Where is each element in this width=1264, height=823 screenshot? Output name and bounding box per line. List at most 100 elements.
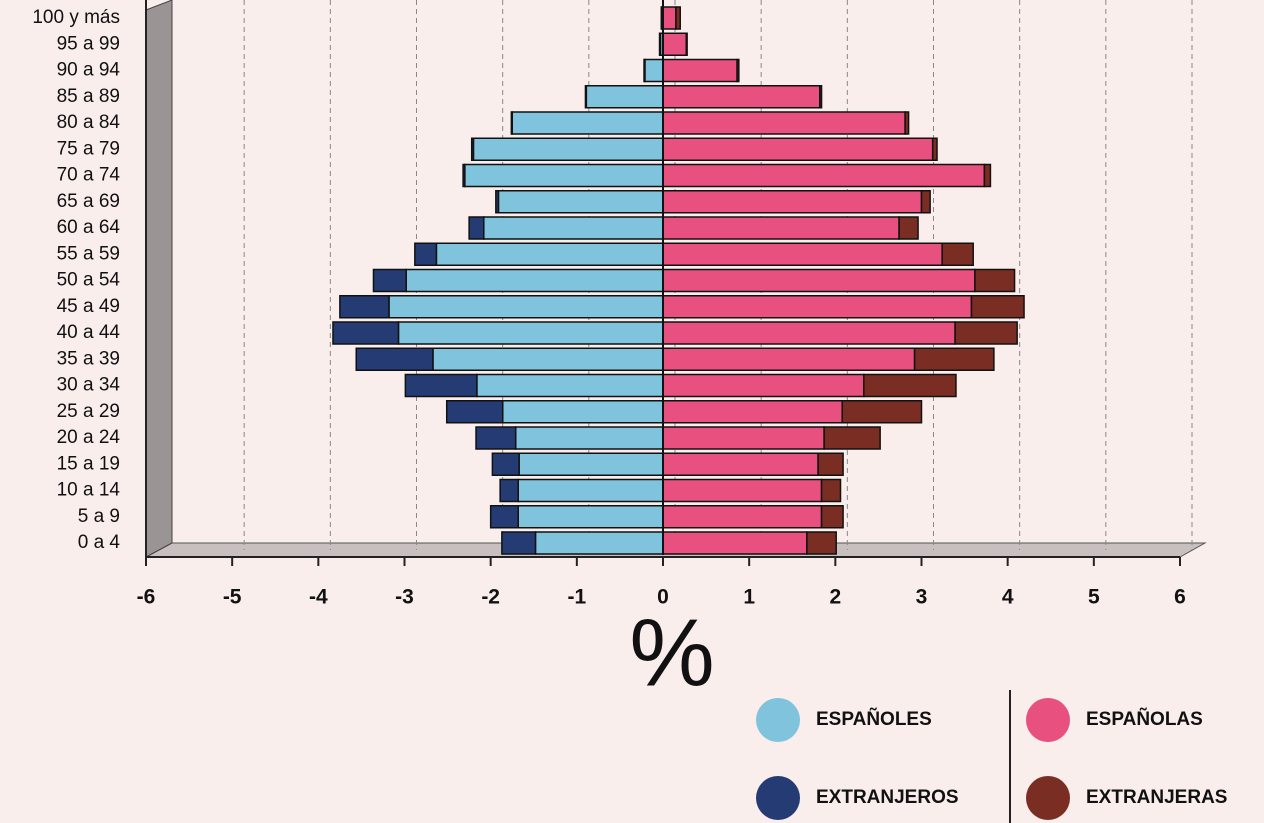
legend-label: EXTRANJERAS bbox=[1086, 787, 1227, 808]
bar bbox=[388, 295, 664, 319]
bar bbox=[495, 190, 500, 214]
x-tick-label: -1 bbox=[567, 586, 586, 609]
bar bbox=[662, 32, 688, 56]
y-tick-label: 85 a 89 bbox=[57, 86, 120, 107]
legend-label: ESPAÑOLES bbox=[816, 708, 932, 730]
bar bbox=[355, 347, 434, 371]
bar bbox=[983, 163, 992, 188]
x-tick-label: 5 bbox=[1088, 586, 1100, 609]
bar bbox=[931, 137, 938, 161]
y-tick-label: 25 a 29 bbox=[57, 401, 120, 422]
bar bbox=[468, 216, 485, 240]
bar bbox=[736, 58, 740, 83]
x-tick-label: -5 bbox=[223, 586, 242, 609]
bar bbox=[372, 268, 407, 293]
bar bbox=[470, 137, 475, 161]
bar bbox=[904, 111, 910, 135]
bar bbox=[332, 321, 400, 345]
bar bbox=[662, 373, 865, 398]
y-tick-label: 90 a 94 bbox=[57, 60, 121, 81]
legend-swatch bbox=[1026, 776, 1070, 820]
y-tick-label: 5 a 9 bbox=[78, 506, 120, 527]
bar bbox=[662, 242, 943, 266]
bar bbox=[970, 295, 1025, 319]
x-tick-label: 0 bbox=[657, 586, 669, 609]
bar bbox=[817, 452, 844, 476]
bar bbox=[662, 452, 819, 476]
bar bbox=[501, 531, 537, 555]
bar bbox=[819, 85, 823, 109]
x-tick-label: -6 bbox=[137, 586, 156, 609]
bar bbox=[499, 478, 519, 503]
bar bbox=[584, 85, 588, 109]
bar bbox=[511, 111, 664, 135]
y-tick-label: 15 a 19 bbox=[57, 453, 120, 474]
bar bbox=[662, 163, 986, 188]
bar bbox=[662, 190, 923, 214]
bar bbox=[920, 190, 931, 214]
x-tick-label: 4 bbox=[1002, 586, 1014, 609]
x-tick-label: 2 bbox=[829, 586, 841, 609]
bar bbox=[517, 478, 664, 503]
bar bbox=[863, 373, 957, 398]
legend-swatch bbox=[756, 698, 800, 742]
bar bbox=[662, 216, 900, 240]
y-tick-label: 40 a 44 bbox=[57, 322, 121, 343]
bar bbox=[585, 85, 664, 109]
legend-swatch bbox=[756, 776, 800, 820]
bar bbox=[941, 242, 974, 266]
bar bbox=[662, 505, 823, 529]
bar bbox=[462, 163, 466, 188]
y-tick-label: 75 a 79 bbox=[57, 138, 120, 159]
bar bbox=[658, 32, 662, 56]
bar bbox=[820, 505, 844, 529]
bar bbox=[517, 505, 664, 529]
y-tick-label: 95 a 99 bbox=[57, 33, 120, 54]
bar bbox=[643, 58, 646, 83]
y-tick-label: 10 a 14 bbox=[57, 480, 121, 501]
bar bbox=[662, 85, 821, 109]
bar bbox=[475, 426, 517, 450]
legend-label: EXTRANJEROS bbox=[816, 787, 959, 808]
y-tick-label: 0 a 4 bbox=[78, 532, 121, 553]
bar bbox=[662, 295, 973, 319]
y-tick-label: 35 a 39 bbox=[57, 348, 120, 369]
bar bbox=[662, 58, 738, 83]
bar bbox=[662, 321, 956, 345]
bar bbox=[489, 505, 519, 529]
bar bbox=[685, 32, 688, 56]
bar bbox=[662, 137, 934, 161]
bar bbox=[898, 216, 919, 240]
x-tick-label: -2 bbox=[481, 586, 500, 609]
y-tick-label: 70 a 74 bbox=[57, 165, 121, 186]
x-axis-label: % bbox=[629, 599, 714, 706]
bar bbox=[662, 400, 843, 424]
bar bbox=[675, 6, 681, 30]
bar bbox=[662, 347, 916, 371]
x-tick-label: 6 bbox=[1174, 586, 1186, 609]
bar bbox=[841, 400, 923, 424]
bar bbox=[518, 452, 664, 476]
bar bbox=[497, 190, 664, 214]
x-tick-label: 3 bbox=[916, 586, 928, 609]
y-tick-label: 100 y más bbox=[32, 7, 120, 28]
bar bbox=[483, 216, 664, 240]
bar bbox=[414, 242, 438, 266]
y-tick-label: 30 a 34 bbox=[57, 375, 121, 396]
bar bbox=[662, 111, 906, 135]
bar bbox=[405, 268, 664, 293]
bar bbox=[662, 478, 823, 503]
x-tick-label: -3 bbox=[395, 586, 414, 609]
bar bbox=[445, 400, 504, 424]
bar bbox=[435, 242, 664, 266]
y-tick-label: 20 a 24 bbox=[57, 427, 121, 448]
bar bbox=[644, 58, 664, 83]
bar bbox=[476, 373, 664, 398]
bar bbox=[662, 268, 976, 293]
bar bbox=[913, 347, 995, 371]
bar bbox=[662, 426, 825, 450]
x-tick-label: 1 bbox=[743, 586, 755, 609]
bar bbox=[514, 426, 664, 450]
y-tick-label: 50 a 54 bbox=[57, 270, 121, 291]
